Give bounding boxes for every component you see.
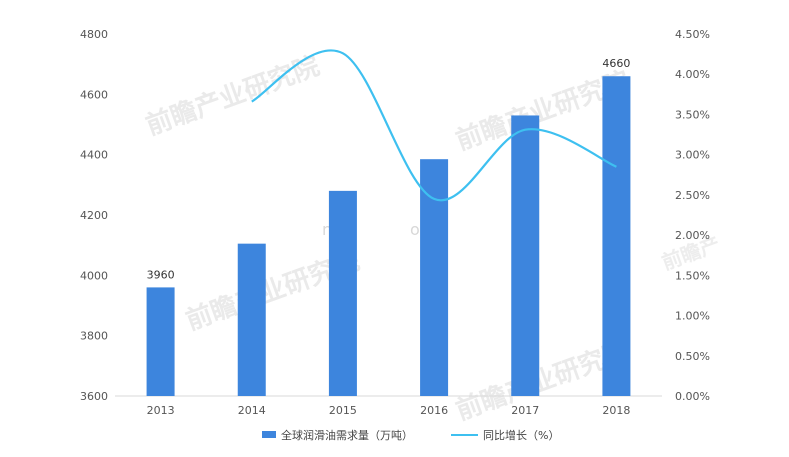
y-right-tick-label: 2.50% [675, 189, 710, 202]
y-left-tick-label: 4400 [80, 149, 108, 162]
y-right-tick-label: 3.50% [675, 108, 710, 121]
x-tick-label: 2018 [602, 404, 630, 417]
y-left-tick-label: 4600 [80, 88, 108, 101]
y-left-tick-label: 3600 [80, 390, 108, 403]
y-left-tick-label: 4200 [80, 209, 108, 222]
y-right-tick-label: 1.50% [675, 269, 710, 282]
y-axis-right: 0.00% 0.50% 1.00% 1.50% 2.00% 2.50% 3.00% 3.50%… [675, 28, 710, 403]
bar [146, 287, 175, 396]
growth-line [251, 49, 617, 202]
y-right-tick-label: 1.00% [675, 310, 710, 323]
x-axis: 2013 2014 2015 2016 2017 2018 [147, 404, 631, 417]
legend: 全球润滑油需求量（万吨） 同比增长（%） [262, 428, 559, 442]
y-left-tick-label: 3800 [80, 330, 108, 343]
bar-data-label: 4660 [602, 57, 630, 70]
y-right-tick-label: 3.00% [675, 149, 710, 162]
y-left-tick-label: 4800 [80, 28, 108, 41]
bar [420, 159, 449, 396]
y-right-tick-label: 4.00% [675, 68, 710, 81]
legend-bar-label: 全球润滑油需求量（万吨） [281, 428, 413, 442]
legend-bar-swatch [262, 431, 276, 438]
bar-data-label: 3960 [147, 268, 175, 281]
bar [602, 76, 631, 396]
x-tick-label: 2013 [147, 404, 175, 417]
x-tick-label: 2016 [420, 404, 448, 417]
y-right-tick-label: 0.50% [675, 350, 710, 363]
y-axis-left: 3600 3800 4000 4200 4400 4600 4800 [80, 28, 108, 403]
bar [328, 190, 357, 396]
x-tick-label: 2015 [329, 404, 357, 417]
legend-line-label: 同比增长（%） [483, 428, 559, 442]
x-tick-label: 2017 [511, 404, 539, 417]
y-left-tick-label: 4000 [80, 269, 108, 282]
bar [511, 115, 540, 396]
x-tick-label: 2014 [238, 404, 266, 417]
y-right-tick-label: 0.00% [675, 390, 710, 403]
line-series [251, 49, 617, 202]
y-right-tick-label: 2.00% [675, 229, 710, 242]
y-right-tick-label: 4.50% [675, 28, 710, 41]
bar-data-labels: 3960 4660 [147, 57, 631, 281]
bar-series [146, 76, 631, 396]
bar [237, 243, 266, 396]
